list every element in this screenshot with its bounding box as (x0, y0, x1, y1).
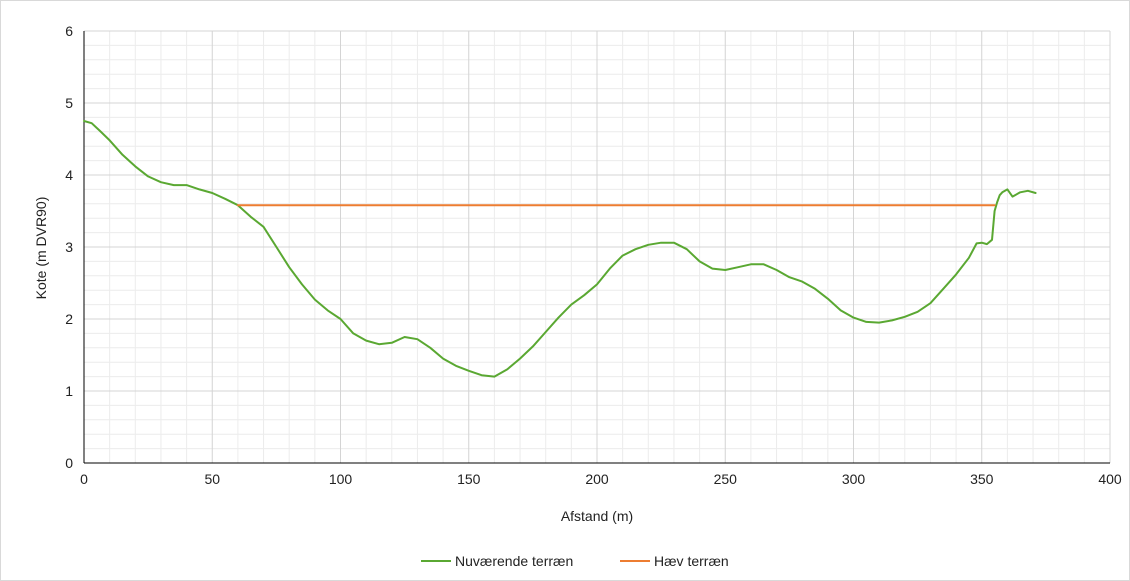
major-gridlines (84, 30, 1111, 463)
x-tick-label: 350 (970, 471, 994, 487)
y-tick-label: 2 (65, 311, 73, 327)
x-tick-label: 0 (80, 471, 88, 487)
x-tick-label: 50 (204, 471, 220, 487)
y-tick-label: 0 (65, 455, 73, 471)
x-tick-label: 100 (329, 471, 353, 487)
legend-label-nuvaerende-terraen: Nuværende terræn (455, 553, 573, 569)
x-tick-label: 150 (457, 471, 481, 487)
tick-labels: 0 50 100 150 200 250 300 350 400 0 1 2 3 4 5 6 (65, 23, 1122, 487)
x-tick-label: 250 (714, 471, 738, 487)
x-tick-label: 400 (1098, 471, 1122, 487)
series-line-0 (83, 120, 1037, 378)
axes (83, 31, 1110, 464)
x-tick-label: 300 (842, 471, 866, 487)
y-tick-label: 5 (65, 95, 73, 111)
y-tick-label: 1 (65, 383, 73, 399)
legend: Nuværende terræn Hæv terræn (421, 553, 729, 569)
y-tick-label: 3 (65, 239, 73, 255)
x-tick-label: 200 (585, 471, 609, 487)
series-layer (83, 120, 1037, 378)
legend-label-haev-terraen: Hæv terræn (654, 553, 729, 569)
y-axis-title: Kote (m DVR90) (33, 197, 49, 300)
x-axis-title: Afstand (m) (561, 508, 633, 524)
y-tick-label: 6 (65, 23, 73, 39)
y-tick-label: 4 (65, 167, 73, 183)
